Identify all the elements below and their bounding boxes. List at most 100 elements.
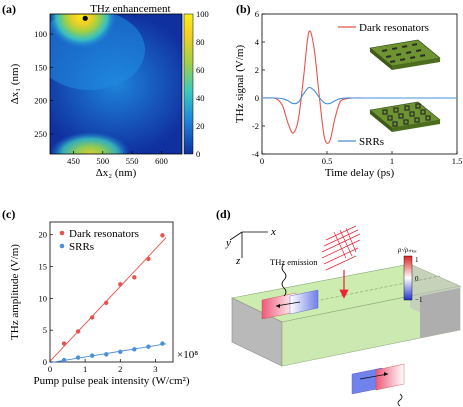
x-tick-label: 2 (118, 364, 122, 374)
legend-dark-resonators-text: Dark resonators (359, 22, 429, 34)
point-dark-resonators (61, 341, 67, 346)
point-srrs (132, 347, 137, 352)
panel-a-xlabel: Δx₂ (nm) (96, 167, 137, 179)
y-tick-label: 15 (39, 262, 48, 272)
bottom-resonator (351, 363, 405, 395)
y-tick-label: 6 (255, 9, 259, 19)
thz-emission-wave-bottom (397, 393, 403, 407)
panel-d-schematic: y x z THz emission (225, 225, 461, 407)
panel-a-label: (a) (2, 2, 16, 16)
series-line-srrs (261, 86, 457, 105)
thz-emission-label: THz emission (270, 257, 318, 267)
point-dark-resonators (146, 256, 151, 262)
legend-c-dark-text: Dark resonators (69, 228, 139, 240)
y-tick-label: 200 (34, 96, 47, 106)
legend-dark-resonators: Dark resonators (338, 22, 429, 34)
panel-c-ticks: 0 1 2 3 0 5 10 15 20 (39, 230, 158, 374)
y-tick-label: -4 (252, 149, 260, 159)
heatmap-hotspot-bottom (50, 132, 130, 154)
y-tick-label: 100 (34, 29, 47, 39)
legend-c-srrs-text: SRRs (69, 241, 94, 253)
x-tick-label: 3 (153, 364, 157, 374)
panel-b-xlabel: Time delay (ps) (325, 167, 395, 179)
point-dark-resonators (160, 233, 165, 238)
dark-resonators-board-icon (369, 39, 441, 70)
legend-srrs-b: SRRs (338, 136, 384, 148)
colorbar-tick-label: 80 (196, 37, 205, 47)
x-tick-label: 500 (96, 156, 109, 166)
colorbar-tick-label: 40 (196, 93, 205, 103)
panel-b-label: (b) (236, 2, 251, 16)
charge-colorbar-label: ρ·/ρₘₐₓ (397, 246, 417, 254)
y-tick-label: 20 (39, 230, 48, 240)
point-dark-resonators (89, 315, 95, 320)
panel-a-frame (49, 13, 183, 155)
panel-b-line-chart: 0 0.5 1 1.5 -4 -2 0 2 4 6 Time delay (ps) THz sig… (234, 9, 462, 179)
slab-gray-block (420, 288, 460, 338)
panel-c-series (49, 233, 167, 364)
enhancement-marker (82, 15, 88, 21)
charge-colorbar-tick-min: −1 (415, 296, 423, 304)
y-tick-label: 0 (255, 93, 259, 103)
colorbar-ticks: 0 20 40 60 80 100 (196, 9, 209, 159)
colorbar-tick-label: 0 (196, 149, 200, 159)
charge-colorbar-tick-zero: 0 (415, 275, 419, 283)
panel-c-x-multiplier: ×10⁸ (177, 349, 198, 361)
axis-z-label: z (235, 255, 241, 267)
x-tick-label: 0.5 (322, 156, 333, 166)
enhancement-annotation: THz enhancement (90, 3, 170, 15)
panel-b-ylabel: THz signal (V/m) (234, 45, 246, 124)
colorbar-tick-label: 20 (196, 121, 205, 131)
point-dark-resonators (132, 275, 137, 280)
axis-x-label: x (270, 226, 276, 238)
top-resonator (261, 289, 319, 320)
point-dark-resonators (118, 282, 123, 287)
y-tick-label: 5 (43, 325, 47, 335)
panel-b-frame (261, 13, 458, 155)
y-tick-label: 0 (43, 357, 47, 367)
colorbar-tick-label: 100 (196, 9, 209, 19)
legend-srrs-text: SRRs (359, 136, 384, 148)
panel-d-label: (d) (216, 207, 231, 221)
point-srrs (160, 341, 165, 346)
x-tick-label: 600 (155, 156, 168, 166)
x-tick-label: 450 (67, 156, 80, 166)
panel-a-ylabel: Δx₁ (nm) (9, 63, 21, 104)
point-srrs (89, 353, 95, 358)
y-tick-label: 4 (255, 37, 260, 47)
panel-c-xlabel: Pump pulse peak intensity (W/cm²) (33, 375, 189, 387)
point-dark-resonators (104, 300, 109, 306)
panel-c-frame (49, 221, 174, 363)
pump-pulse (321, 225, 361, 299)
point-srrs (118, 349, 123, 355)
x-tick-label: 1.5 (452, 156, 463, 166)
point-srrs (75, 355, 81, 360)
charge-colorbar-tick-max: 1 (415, 256, 419, 264)
panel-c-label: (c) (2, 207, 15, 221)
axis-y-label: y (225, 237, 231, 249)
colorbar-tick-label: 60 (196, 65, 205, 75)
y-tick-label: 2 (255, 65, 259, 75)
panel-c-scatter-chart: 0 1 2 3 0 5 10 15 20 Pump pulse peak intensity (… (9, 221, 198, 387)
legend-dark-resonators-c: Dark resonators (59, 228, 139, 240)
point-srrs (61, 357, 67, 363)
panel-b-series (261, 30, 457, 144)
x-tick-label: 1 (83, 364, 87, 374)
legend-srrs-c: SRRs (59, 241, 94, 253)
charge-colorbar (403, 255, 413, 301)
point-srrs (104, 352, 109, 357)
x-tick-label: 0 (260, 156, 264, 166)
heatmap-hotspot-top (50, 14, 116, 48)
point-dark-resonators (75, 329, 81, 334)
y-tick-label: -2 (252, 121, 259, 131)
x-tick-label: 0 (48, 364, 52, 374)
y-tick-label: 150 (34, 62, 47, 72)
thz-emission-wave-top (281, 263, 287, 297)
point-srrs (146, 344, 151, 349)
panel-a-colorbar (183, 13, 194, 155)
srr-board-icon (369, 101, 441, 132)
x-tick-label: 1 (390, 156, 394, 166)
panel-b-ticks: 0 0.5 1 1.5 -4 -2 0 2 4 6 (252, 9, 462, 166)
